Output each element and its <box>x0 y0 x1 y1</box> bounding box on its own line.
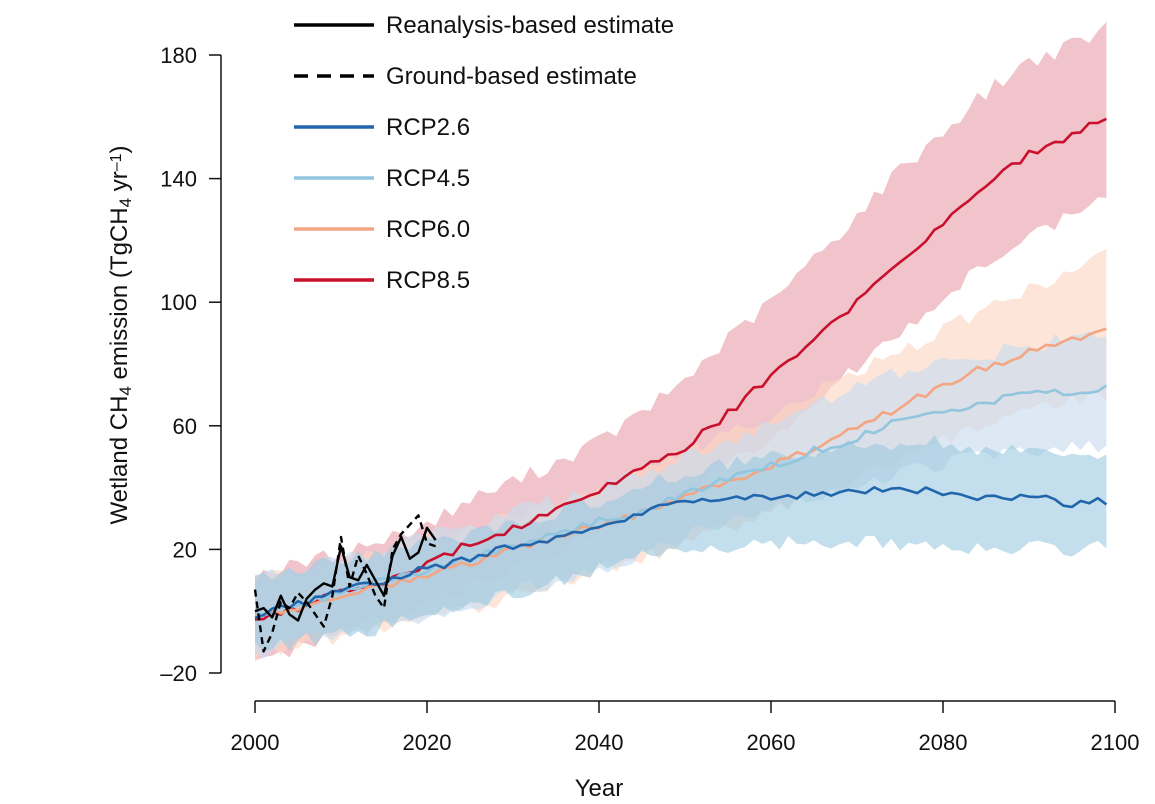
legend-label: Reanalysis-based estimate <box>386 12 674 39</box>
y-axis-title-part: emission (TgCH <box>106 207 133 386</box>
uncertainty-bands <box>255 21 1107 662</box>
legend: Reanalysis-based estimate Ground-based es… <box>294 12 674 294</box>
y-axis-title-sup: –1 <box>108 153 125 171</box>
y-tick-label: 20 <box>173 537 197 562</box>
legend-label: RCP4.5 <box>386 165 470 192</box>
line-rcp60 <box>254 327 1107 617</box>
x-tick-label: 2000 <box>231 730 280 755</box>
y-axis-title-sub: 4 <box>116 198 135 207</box>
x-tick-label: 2060 <box>747 730 796 755</box>
line-ground-estimate <box>253 514 437 653</box>
y-tick-label: 140 <box>160 167 197 192</box>
legend-label: RCP6.0 <box>386 216 470 243</box>
x-tick-label: 2100 <box>1091 730 1140 755</box>
band-rcp85 <box>255 21 1107 661</box>
x-tick-label: 2020 <box>403 730 452 755</box>
y-axis-title: Wetland CH4 emission (TgCH4 yr–1) <box>106 145 135 524</box>
y-axis-title-part: Wetland CH <box>106 396 133 525</box>
y-tick-label: 180 <box>160 43 197 68</box>
y-tick-label: –20 <box>160 661 197 686</box>
x-tick-label: 2080 <box>919 730 968 755</box>
line-rcp26 <box>254 485 1108 620</box>
line-rcp85 <box>254 117 1107 621</box>
legend-label: RCP8.5 <box>386 267 470 294</box>
y-axis-title-part: yr <box>106 171 133 198</box>
y-axis-title-part: ) <box>106 145 133 153</box>
x-tick-label: 2040 <box>575 730 624 755</box>
y-axis-title-sub: 4 <box>116 386 135 395</box>
x-axis-title: Year <box>575 775 624 802</box>
legend-label: RCP2.6 <box>386 114 470 141</box>
y-tick-label: 60 <box>173 414 197 439</box>
legend-label: Ground-based estimate <box>386 63 637 90</box>
series-lines <box>253 117 1108 653</box>
y-tick-label: 100 <box>160 290 197 315</box>
